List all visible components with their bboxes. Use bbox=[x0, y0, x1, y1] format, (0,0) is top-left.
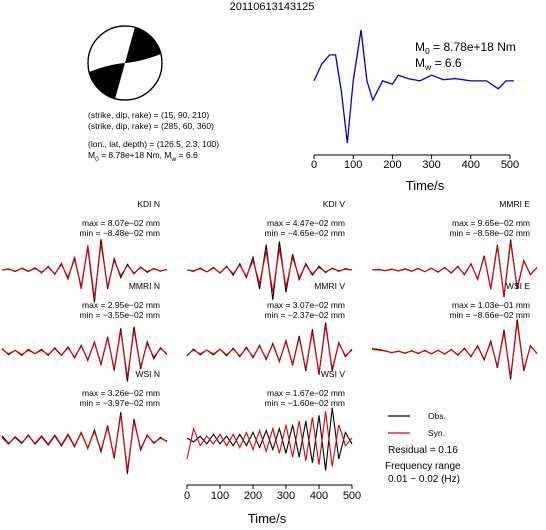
panel-title: WSI E bbox=[506, 281, 530, 291]
x-tick-label: 0 bbox=[311, 159, 317, 171]
residual: Residual = 0.16 bbox=[388, 445, 458, 456]
min-label: min = −4.65e−02 mm bbox=[264, 228, 345, 238]
text-segment: M bbox=[88, 150, 95, 160]
max-label: max = 2.95e−02 mm bbox=[82, 300, 160, 310]
synthetic-waveform bbox=[371, 242, 538, 297]
x-tick-label: 400 bbox=[310, 490, 328, 502]
observed-waveform bbox=[371, 319, 538, 380]
text-segment: (strike, dip, rake) = (15, 90, 210) bbox=[88, 110, 209, 120]
frequency-range: 0.01 − 0.02 (Hz) bbox=[388, 474, 460, 485]
min-label: min = −2.37e−02 mm bbox=[264, 310, 345, 320]
x-tick-label: 500 bbox=[343, 490, 361, 502]
panel-title: WSI V bbox=[321, 369, 345, 379]
annotation: Mw = 6.6 bbox=[415, 56, 462, 72]
x-axis-label: Time/s bbox=[406, 178, 445, 193]
x-axis-label: Time/s bbox=[248, 511, 287, 526]
synthetic-waveform bbox=[186, 411, 353, 467]
text-segment: (strike, dip, rake) = (285, 60, 360) bbox=[88, 121, 214, 131]
x-tick-label: 200 bbox=[244, 490, 262, 502]
legend-label: Syn. bbox=[428, 428, 445, 438]
panel-title: KDI N bbox=[137, 199, 160, 209]
max-label: max = 8.07e−02 mm bbox=[82, 218, 160, 228]
text-segment: = 6.6 bbox=[431, 56, 462, 70]
synthetic-waveform bbox=[186, 248, 353, 293]
text-segment: M bbox=[415, 40, 425, 54]
text-segment: = 8.78e+18 Nm bbox=[430, 40, 516, 54]
panel-title: MMRI E bbox=[499, 199, 530, 209]
info-line: (strike, dip, rake) = (15, 90, 210) bbox=[88, 110, 209, 120]
synthetic-waveform bbox=[371, 322, 538, 377]
x-tick-label: 100 bbox=[211, 490, 229, 502]
panel-title: MMRI N bbox=[129, 281, 160, 291]
annotation: M0 = 8.78e+18 Nm bbox=[415, 40, 516, 56]
text-segment: 0 bbox=[95, 156, 99, 163]
min-label: min = −1.60e−02 mm bbox=[264, 398, 345, 408]
synthetic-waveform bbox=[1, 329, 168, 378]
panel-title: WSI N bbox=[135, 369, 160, 379]
max-label: max = 3.26e−02 mm bbox=[82, 388, 160, 398]
text-segment: = 6.6 bbox=[176, 150, 198, 160]
synthetic-waveform bbox=[1, 414, 168, 471]
x-tick-label: 300 bbox=[277, 490, 295, 502]
max-label: max = 3.07e−02 mm bbox=[267, 300, 345, 310]
info-line: (lon., lat, depth) = (126.5, 2.3, 100) bbox=[88, 139, 219, 149]
beachball bbox=[87, 25, 163, 101]
min-label: min = −8.48e−02 mm bbox=[79, 228, 160, 238]
x-tick-label: 200 bbox=[383, 159, 401, 171]
min-label: min = −8.66e−02 mm bbox=[449, 310, 530, 320]
observed-waveform bbox=[1, 412, 168, 474]
synthetic-waveform bbox=[186, 325, 353, 373]
frequency-title: Frequency range bbox=[385, 461, 461, 472]
min-label: min = −3.55e−02 mm bbox=[79, 310, 160, 320]
text-segment: w bbox=[170, 156, 176, 163]
text-segment: 0 bbox=[425, 46, 430, 56]
x-tick-label: 400 bbox=[462, 159, 480, 171]
x-tick-label: 500 bbox=[501, 159, 519, 171]
x-tick-label: 300 bbox=[422, 159, 440, 171]
max-label: max = 9.65e−02 mm bbox=[452, 218, 530, 228]
max-label: max = 1.67e−02 mm bbox=[267, 388, 345, 398]
max-label: max = 4.47e−02 mm bbox=[267, 218, 345, 228]
panel-title: KDI V bbox=[323, 199, 346, 209]
min-label: min = −8.58e−02 mm bbox=[449, 228, 530, 238]
x-tick-label: 100 bbox=[344, 159, 362, 171]
info-line: (strike, dip, rake) = (285, 60, 360) bbox=[88, 121, 214, 131]
figure-title: 20110613143125 bbox=[230, 1, 315, 13]
panel-title: MMRI V bbox=[314, 281, 345, 291]
max-label: max = 1.03e−01 mm bbox=[452, 300, 530, 310]
observed-waveform bbox=[186, 322, 353, 375]
text-segment: (lon., lat, depth) = (126.5, 2.3, 100) bbox=[88, 139, 219, 149]
min-label: min = −3.97e−02 mm bbox=[79, 398, 160, 408]
text-segment: M bbox=[415, 56, 425, 70]
info-line: M0 = 8.78e+18 Nm, Mw = 6.6 bbox=[88, 150, 198, 163]
text-segment: w bbox=[424, 62, 432, 72]
legend-label: Obs. bbox=[428, 411, 446, 421]
moment-rate-line bbox=[313, 29, 514, 144]
text-segment: = 8.78e+18 Nm, M bbox=[99, 150, 172, 160]
x-tick-label: 0 bbox=[184, 490, 190, 502]
synthetic-waveform bbox=[1, 243, 168, 299]
